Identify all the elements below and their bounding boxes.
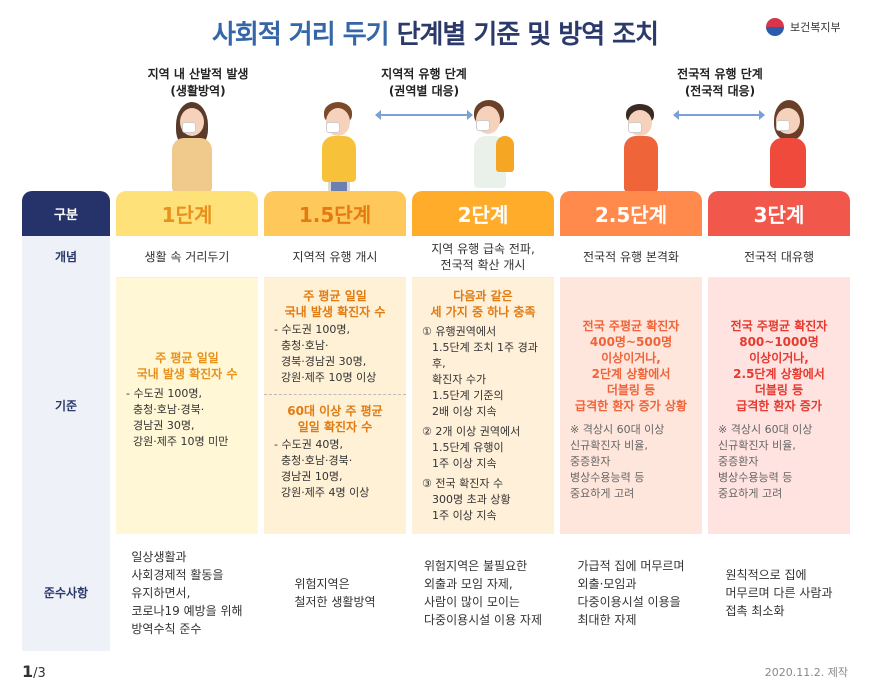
- person-illustration-1: [164, 102, 224, 192]
- level-2-criteria-item3: ③ 전국 확진자 수 300명 초과 상황 1주 이상 지속: [422, 477, 511, 522]
- level-2-column: 2단계 지역 유행 급속 전파, 전국적 확산 개시 다음과 같은 세 가지 중…: [412, 191, 554, 651]
- level-3-comply: 원칙적으로 집에 머무르며 다른 사람과 접촉 최소화: [725, 567, 833, 618]
- level-1-comply: 일상생활과 사회경제적 활동을 유지하면서, 코로나19 예방을 위해 방역수칙…: [131, 549, 243, 636]
- page-title: 사회적 거리 두기 단계별 기준 및 방역 조치: [0, 14, 870, 51]
- level-2-criteria-item2: ② 2개 이상 권역에서 1.5단계 유행이 1주 이상 지속: [422, 425, 521, 470]
- level-1-5-criteria-body: - 수도권 100명, 충청·호남· 경북·경남권 30명, 강원·제주 10명…: [274, 323, 377, 384]
- level-2-5-concept: 전국적 유행 본격화: [560, 236, 702, 278]
- person-illustration-2: [300, 102, 370, 192]
- level-1-5-column: 1.5단계 지역적 유행 개시 주 평균 일일 국내 발생 확진자 수 - 수도…: [264, 191, 406, 651]
- level-3-criteria-head: 전국 주평균 확진자 800~1000명 이상이거나, 2.5단계 상황에서 더…: [730, 319, 828, 413]
- level-2-5-comply: 가급적 집에 머무르며 외출·모임과 다중이용시설 이용을 최대한 자제: [577, 558, 685, 627]
- level-3-concept: 전국적 대유행: [708, 236, 850, 278]
- page-number: 1: [22, 662, 34, 681]
- level-2-header: 2단계: [412, 191, 554, 236]
- level-2-5-header: 2.5단계: [560, 191, 702, 236]
- caption-right: 전국적 유행 단계 (전국적 대응): [650, 66, 790, 100]
- caption-right-line2: (전국적 대응): [684, 84, 756, 98]
- level-2-5-column: 2.5단계 전국적 유행 본격화 전국 주평균 확진자 400명~500명 이상…: [560, 191, 702, 651]
- level-1-criteria: 주 평균 일일 국내 발생 확진자 수 - 수도권 100명, 충청·호남·경북…: [116, 278, 258, 534]
- person-illustration-5: [760, 100, 820, 192]
- level-2-5-criteria: 전국 주평균 확진자 400명~500명 이상이거나, 2단계 상황에서 더블링…: [560, 278, 702, 534]
- title-part1: 사회적 거리 두기: [211, 20, 390, 50]
- page-total: /3: [33, 666, 46, 681]
- level-3-criteria-note: ※ 격상시 60대 이상 신규확진자 비율, 중증환자 병상수용능력 등 중요하…: [718, 423, 813, 500]
- caption-left-line1: 지역 내 산발적 발생: [147, 67, 249, 81]
- level-1-criteria-body: - 수도권 100명, 충청·호남·경북· 경남권 30명, 강원·제주 10명…: [126, 387, 229, 448]
- range-arrow-right: [673, 110, 765, 120]
- level-2-comply: 위험지역은 불필요한 외출과 모임 자제, 사람이 많이 모이는 다중이용시설 …: [423, 558, 543, 627]
- concept-label: 개념: [22, 236, 110, 278]
- comply-label: 준수사항: [22, 534, 110, 651]
- criteria-label: 기준: [22, 278, 110, 534]
- creation-date: 2020.11.2. 제작: [764, 666, 848, 679]
- level-2-5-criteria-head: 전국 주평균 확진자 400명~500명 이상이거나, 2단계 상황에서 더블링…: [575, 319, 687, 413]
- level-1-criteria-head: 주 평균 일일 국내 발생 확진자 수: [136, 351, 238, 381]
- person-illustration-3: [460, 100, 520, 192]
- level-3-column: 3단계 전국적 대유행 전국 주평균 확진자 800~1000명 이상이거나, …: [708, 191, 850, 651]
- level-1-5-concept: 지역적 유행 개시: [264, 236, 406, 278]
- level-1-5-criteria-head: 주 평균 일일 국내 발생 확진자 수: [284, 289, 386, 319]
- level-3-criteria: 전국 주평균 확진자 800~1000명 이상이거나, 2.5단계 상황에서 더…: [708, 278, 850, 534]
- page-indicator: 1/3: [22, 662, 46, 681]
- level-2-criteria: 다음과 같은 세 가지 중 하나 충족 ① 유행권역에서 1.5단계 조치 1주…: [412, 278, 554, 534]
- level-1-header: 1단계: [116, 191, 258, 236]
- distancing-levels-table: 구분 개념 기준 준수사항 1단계 생활 속 거리두기 주 평균 일일 국내 발…: [22, 191, 850, 651]
- title-part2: 단계별 기준 및 방역 조치: [396, 20, 659, 50]
- criteria-divider: [264, 394, 406, 395]
- level-1-5-header: 1.5단계: [264, 191, 406, 236]
- level-1-5-criteria-head2: 60대 이상 주 평균 일일 확진자 수: [287, 404, 383, 434]
- level-2-5-criteria-note: ※ 격상시 60대 이상 신규확진자 비율, 중증환자 병상수용능력 등 중요하…: [570, 423, 665, 500]
- level-2-concept: 지역 유행 급속 전파, 전국적 확산 개시: [412, 236, 554, 278]
- level-1-5-criteria: 주 평균 일일 국내 발생 확진자 수 - 수도권 100명, 충청·호남· 경…: [264, 278, 406, 534]
- level-1-concept: 생활 속 거리두기: [116, 236, 258, 278]
- caption-left: 지역 내 산발적 발생 (생활방역): [128, 66, 268, 100]
- level-1-5-comply: 위험지역은 철저한 생활방역: [294, 576, 376, 609]
- caption-left-line2: (생활방역): [170, 84, 226, 98]
- caption-middle-line2: (권역별 대응): [388, 84, 460, 98]
- taegeuk-emblem-icon: [766, 18, 784, 36]
- caption-right-line1: 전국적 유행 단계: [677, 67, 763, 81]
- level-3-header: 3단계: [708, 191, 850, 236]
- caption-middle: 지역적 유행 단계 (권역별 대응): [354, 66, 494, 100]
- level-1-column: 1단계 생활 속 거리두기 주 평균 일일 국내 발생 확진자 수 - 수도권 …: [116, 191, 258, 651]
- level-2-criteria-item1: ① 유행권역에서 1.5단계 조치 1주 경과 후, 확진자 수가 1.5단계 …: [422, 325, 538, 418]
- row-label-column: 구분 개념 기준 준수사항: [22, 191, 110, 651]
- ministry-name: 보건복지부: [790, 21, 841, 34]
- caption-middle-line1: 지역적 유행 단계: [381, 67, 467, 81]
- level-1-5-criteria-body2: - 수도권 40명, 충청·호남·경북· 경남권 10명, 강원·제주 4명 이…: [274, 438, 370, 499]
- ministry-logo: 보건복지부: [766, 18, 841, 36]
- header-label-cell: 구분: [22, 191, 110, 236]
- level-2-criteria-head: 다음과 같은 세 가지 중 하나 충족: [430, 289, 536, 319]
- person-illustration-4: [612, 104, 672, 192]
- range-arrow-middle: [375, 110, 473, 120]
